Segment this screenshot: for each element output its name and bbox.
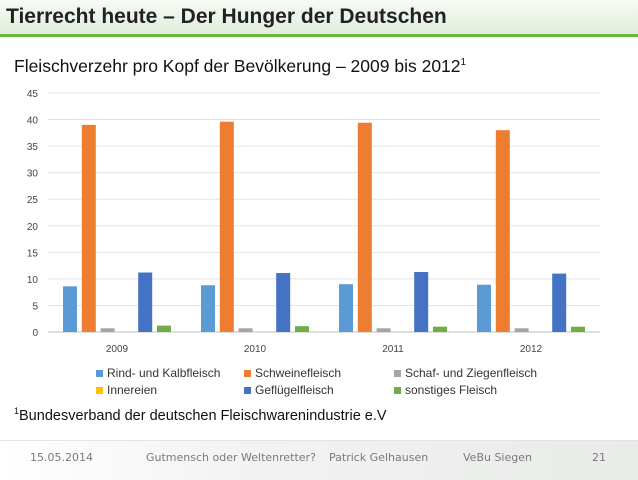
y-tick-label: 10 <box>27 275 39 286</box>
legend-item-rind: Rind- und Kalbfleisch <box>96 366 244 380</box>
bar <box>295 326 309 332</box>
legend-swatch <box>244 386 251 394</box>
legend-swatch <box>96 369 103 377</box>
bar <box>100 328 115 332</box>
bar <box>433 326 447 332</box>
x-category-label: 2009 <box>106 344 129 355</box>
footer-talk-title: Gutmensch oder Weltenretter? <box>146 451 316 464</box>
chart-title: Fleischverzehr pro Kopf der Bevölkerung … <box>14 56 466 77</box>
y-tick-label: 5 <box>32 301 38 312</box>
bar <box>477 284 491 332</box>
x-category-label: 2012 <box>520 344 543 355</box>
bar <box>495 130 510 332</box>
y-tick-label: 15 <box>27 248 39 259</box>
bar <box>201 285 215 332</box>
bar <box>276 273 291 332</box>
title-bar: Tierrecht heute – Der Hunger der Deutsch… <box>0 0 638 34</box>
chart-title-footnote-mark: 1 <box>460 57 467 69</box>
y-tick-label: 35 <box>27 142 39 153</box>
legend-label: Rind- und Kalbfleisch <box>107 366 221 380</box>
footer-page-number: 21 <box>592 451 606 464</box>
bar <box>376 328 391 332</box>
bar <box>119 331 134 332</box>
legend-swatch <box>394 369 401 377</box>
footer-author: Patrick Gelhausen <box>329 451 429 464</box>
y-tick-label: 25 <box>27 195 39 206</box>
x-category-label: 2010 <box>244 344 267 355</box>
bar <box>357 122 372 332</box>
bar <box>552 273 567 332</box>
legend-item-gefluegel: Geflügelfleisch <box>244 383 394 397</box>
legend-label: Geflügelfleisch <box>255 383 334 397</box>
bar <box>138 272 153 332</box>
legend-label: Schaf- und Ziegenfleisch <box>405 366 538 380</box>
legend-item-innereien: Innereien <box>96 383 244 397</box>
y-tick-label: 30 <box>27 169 39 180</box>
y-tick-label: 40 <box>27 116 39 127</box>
bar <box>414 271 429 332</box>
legend-swatch <box>96 386 103 394</box>
legend-item-schwein: Schweinefleisch <box>244 366 394 380</box>
legend-label: Schweinefleisch <box>255 366 342 380</box>
bar <box>533 331 548 332</box>
x-category-label: 2011 <box>382 344 404 355</box>
slide-footer: 15.05.2014 Gutmensch oder Weltenretter? … <box>0 440 638 480</box>
legend-label: Innereien <box>107 383 158 397</box>
legend-item-schaf: Schaf- und Ziegenfleisch <box>394 366 574 380</box>
chart-legend: Rind- und Kalbfleisch Schweinefleisch Sc… <box>96 366 596 397</box>
legend-swatch <box>244 369 251 377</box>
footer-event: VeBu Siegen <box>463 451 532 464</box>
y-tick-label: 45 <box>27 89 39 100</box>
legend-label: sonstiges Fleisch <box>405 383 498 397</box>
bar <box>571 326 585 332</box>
y-tick-label: 0 <box>32 328 38 339</box>
bar <box>514 328 529 332</box>
footer-date: 15.05.2014 <box>30 451 93 464</box>
bar <box>219 121 234 333</box>
bar <box>395 331 410 332</box>
source-footnote: 1Bundesverband der deutschen Fleischware… <box>14 406 387 424</box>
legend-swatch <box>394 386 401 394</box>
chart-title-text: Fleischverzehr pro Kopf der Bevölkerung … <box>14 56 461 76</box>
bar <box>157 325 171 332</box>
footnote-text: Bundesverband der deutschen Fleischwaren… <box>19 408 387 424</box>
bar <box>238 328 253 332</box>
slide-title: Tierrecht heute – Der Hunger der Deutsch… <box>6 5 447 28</box>
footnote-mark: 1 <box>14 406 20 417</box>
title-accent-line <box>0 34 638 37</box>
legend-item-sonstiges: sonstiges Fleisch <box>394 383 574 397</box>
bar <box>63 286 77 332</box>
bar-chart: 0 5 10 15 20 25 30 35 40 45 2009 2010 2011 2012 <box>27 89 600 355</box>
y-tick-label: 20 <box>27 222 39 233</box>
bar <box>81 124 96 332</box>
bar <box>257 331 272 332</box>
bar <box>339 284 353 332</box>
